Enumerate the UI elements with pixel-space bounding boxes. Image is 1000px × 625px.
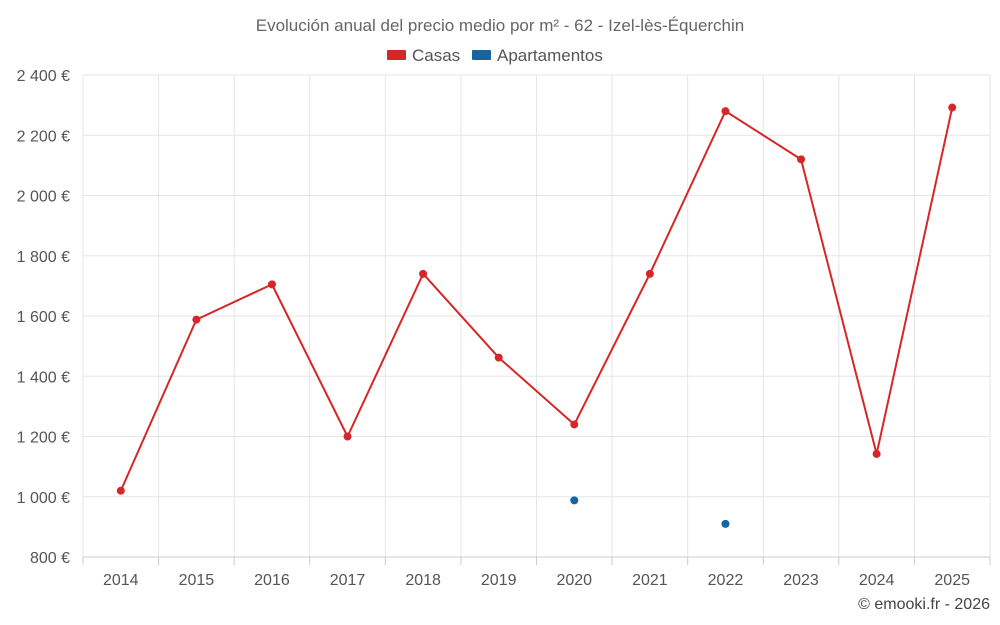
y-tick-label: 1 200 € — [17, 430, 70, 447]
legend-label-casas[interactable]: Casas — [412, 46, 460, 65]
data-point-apartamentos[interactable]: 2022: 910 — [721, 519, 730, 528]
grid — [82, 74, 991, 558]
data-point-apartamentos[interactable]: 2020: 988 — [570, 496, 579, 505]
data-point-casas[interactable]: 2025: 2292 — [948, 103, 957, 112]
x-tick-label: 2025 — [934, 572, 970, 589]
credit: © emooki.fr - 2026 — [858, 596, 990, 613]
x-tick-label: 2016 — [254, 572, 290, 589]
series-line-casas — [119, 107, 954, 492]
data-point-casas[interactable]: 2016: 1705 — [267, 280, 276, 289]
y-tick-label: 1 800 € — [17, 249, 70, 266]
legend: Casas Apartamentos — [387, 46, 603, 65]
x-tick-label: 2017 — [330, 572, 366, 589]
x-tick-label: 2021 — [632, 572, 668, 589]
y-tick-label: 2 000 € — [17, 189, 70, 206]
y-tick-label: 800 € — [30, 550, 70, 567]
y-tick-label: 1 000 € — [17, 490, 70, 507]
data-point-casas[interactable]: 2020: 1240 — [570, 420, 579, 429]
x-tick-label: 2022 — [708, 572, 744, 589]
data-point-casas[interactable]: 2022: 2280 — [721, 107, 730, 116]
data-point-casas[interactable]: 2019: 1462 — [494, 353, 503, 362]
x-axis: 2014 2015 2016 2017 2018 2019 2020 2021 2022 2023… — [82, 556, 991, 589]
data-point-casas[interactable]: 2018: 1740 — [419, 269, 428, 278]
legend-swatch-casas — [387, 50, 406, 60]
series: 2014: 1020 2015: 1588 2016: 1705 2017: 1200… — [116, 103, 957, 528]
x-tick-label: 2019 — [481, 572, 517, 589]
x-tick-label: 2024 — [859, 572, 895, 589]
data-point-casas[interactable]: 2014: 1020 — [116, 486, 125, 495]
x-tick-label: 2014 — [103, 572, 139, 589]
y-tick-label: 2 400 € — [17, 68, 70, 85]
legend-label-apartamentos[interactable]: Apartamentos — [497, 46, 603, 65]
x-tick-label: 2015 — [179, 572, 215, 589]
y-tick-label: 2 200 € — [17, 128, 70, 145]
data-point-casas[interactable]: 2021: 1740 — [645, 269, 654, 278]
x-tick-label: 2020 — [556, 572, 592, 589]
y-tick-label: 1 600 € — [17, 309, 70, 326]
y-tick-label: 1 400 € — [17, 369, 70, 386]
legend-swatch-apartamentos — [472, 50, 491, 60]
x-tick-label: 2018 — [405, 572, 441, 589]
x-tick-label: 2023 — [783, 572, 819, 589]
data-point-casas[interactable]: 2015: 1588 — [192, 315, 201, 324]
chart-title: Evolución anual del precio medio por m² … — [256, 16, 745, 35]
y-axis: 800 € 1 000 € 1 200 € 1 400 € 1 600 € 1 800 €… — [17, 68, 70, 567]
data-point-casas[interactable]: 2024: 1142 — [872, 449, 881, 458]
